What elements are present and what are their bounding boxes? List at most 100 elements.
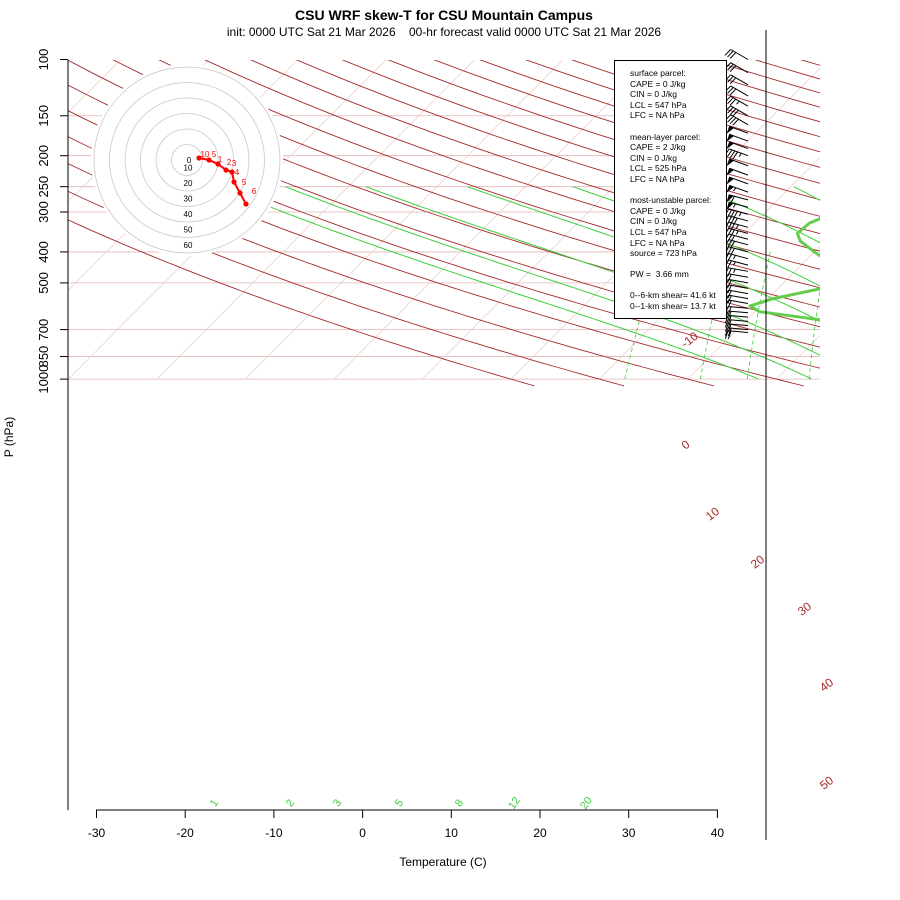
hodograph-height-label: 5: [212, 150, 217, 159]
wind-barb-flag: [729, 65, 737, 73]
x-tick-label: -20: [177, 826, 195, 840]
y-tick-label: 700: [36, 319, 51, 341]
isotherm-label: 20: [748, 552, 767, 571]
dry-adiabat-line: [68, 190, 625, 387]
info-block: most-unstable parcel: CAPE = 0 J/kg CIN = …: [630, 195, 724, 259]
mixing-ratio-line: [869, 252, 880, 379]
info-line: 0--1-km shear= 13.7 kt: [630, 301, 716, 312]
info-line: surface parcel:: [630, 68, 686, 78]
isotherm-line: [68, 60, 210, 203]
y-tick-label: 100: [36, 49, 51, 71]
dry-adiabat-line: [249, 60, 820, 252]
info-line: LCL = 547 hPa: [630, 226, 687, 237]
wind-barb-staff: [728, 327, 749, 331]
wind-barb-flag: [729, 52, 737, 59]
wind-barb-staff: [728, 284, 749, 289]
wind-barb-flag: [727, 87, 734, 94]
wind-barb: [724, 267, 749, 277]
wind-barbs: [724, 49, 749, 340]
wind-barb-flag: [724, 323, 729, 332]
wind-barb-staff: [728, 299, 749, 304]
dry-adiabat-line: [387, 60, 820, 201]
wind-barb-staff: [729, 158, 749, 167]
info-line: CIN = 0 J/kg: [630, 216, 678, 227]
wind-barb-staff: [730, 114, 749, 126]
wind-barb-half-flag: [736, 100, 740, 105]
wind-barb: [726, 201, 749, 210]
wind-barb-staff: [730, 105, 749, 117]
isotherm-label: 50: [817, 773, 836, 792]
chart-subtitle: init: 0000 UTC Sat 21 Mar 2026 00-hr for…: [226, 25, 662, 39]
wind-barb: [726, 194, 749, 204]
moist-adiabat-line: [219, 186, 759, 380]
hodograph-ring-label: 40: [184, 210, 193, 219]
wind-barb-half-flag: [733, 255, 736, 260]
wind-barb-staff: [728, 267, 749, 272]
wind-barb-staff: [729, 167, 749, 176]
wind-barb-flag: [729, 117, 737, 125]
mixing-ratio-label: 3: [331, 797, 344, 809]
mixing-ratio-label: 2: [284, 797, 297, 809]
dry-adiabat-line: [204, 60, 820, 270]
dry-adiabat-line: [846, 60, 900, 386]
wind-barb-staff: [728, 259, 749, 266]
info-line: LCL = 547 hPa: [630, 99, 687, 110]
wind-barb: [724, 305, 749, 315]
info-line: LCL = 525 hPa: [630, 163, 687, 174]
hodograph-height-label: 4: [235, 168, 240, 177]
isotherm-line: [0, 60, 32, 380]
hodograph-ring: [109, 82, 265, 238]
dry-adiabat-line: [754, 60, 820, 80]
info-line: LFC = NA hPa: [630, 110, 685, 121]
hodograph-ring-label: 50: [184, 226, 193, 235]
hodograph-ring: [93, 66, 281, 254]
dry-adiabat-line: [341, 60, 820, 217]
hodograph-ring: [140, 113, 234, 207]
hodograph-ring: [171, 144, 203, 176]
wind-barb-flag: [727, 306, 732, 315]
chart-title: CSU WRF skew-T for CSU Mountain Campus: [295, 7, 593, 23]
hodograph-point: [223, 167, 229, 173]
wind-barb-staff: [728, 323, 749, 327]
wind-barb-flag: [727, 50, 734, 58]
x-tick-label: 0: [359, 826, 366, 840]
wind-barb-flag: [727, 285, 732, 294]
info-line: LFC = NA hPa: [630, 237, 685, 248]
wind-barb-pennant: [726, 158, 734, 167]
wind-barb-flag: [727, 260, 733, 269]
wind-barb-staff: [728, 215, 749, 222]
wind-barb-pennant: [726, 185, 734, 193]
wind-barb: [726, 167, 749, 176]
y-tick-label: 150: [36, 105, 51, 127]
wind-barb-staff: [730, 49, 749, 60]
info-line: CIN = 0 J/kg: [630, 89, 678, 100]
wind-barb-staff: [728, 273, 749, 278]
hodograph-ring: [155, 128, 219, 192]
x-tick-label: -30: [88, 826, 106, 840]
wind-barb: [724, 105, 749, 117]
wind-barb-staff: [728, 246, 749, 253]
wind-barb-flag: [727, 106, 734, 114]
wind-barb-staff: [730, 62, 749, 74]
hodograph-ring-label: 20: [184, 179, 193, 188]
wind-barb-staff: [728, 330, 749, 334]
wind-barb-staff: [728, 233, 749, 240]
wind-barb-flag: [727, 75, 734, 83]
dry-adiabat-line: [112, 60, 820, 308]
hodograph-ring-label: 10: [184, 164, 193, 173]
wind-barb-pennant: [726, 194, 734, 203]
info-line: LFC = NA hPa: [630, 173, 685, 184]
hodograph-height-label: 5: [242, 178, 247, 187]
wind-barb-half-flag: [738, 212, 742, 217]
x-tick-label: 10: [445, 826, 459, 840]
wind-barb-flag: [727, 330, 732, 340]
wind-barb-flag: [727, 115, 734, 123]
hodograph-height-label: 6: [252, 187, 257, 196]
wind-barb-half-flag: [738, 153, 742, 158]
wind-barb-staff: [729, 133, 749, 142]
isotherm-line: [687, 245, 820, 380]
hodograph-height-label: 2: [227, 158, 232, 167]
wind-barb-pennant: [726, 141, 734, 150]
wind-barb-flag: [729, 88, 737, 96]
